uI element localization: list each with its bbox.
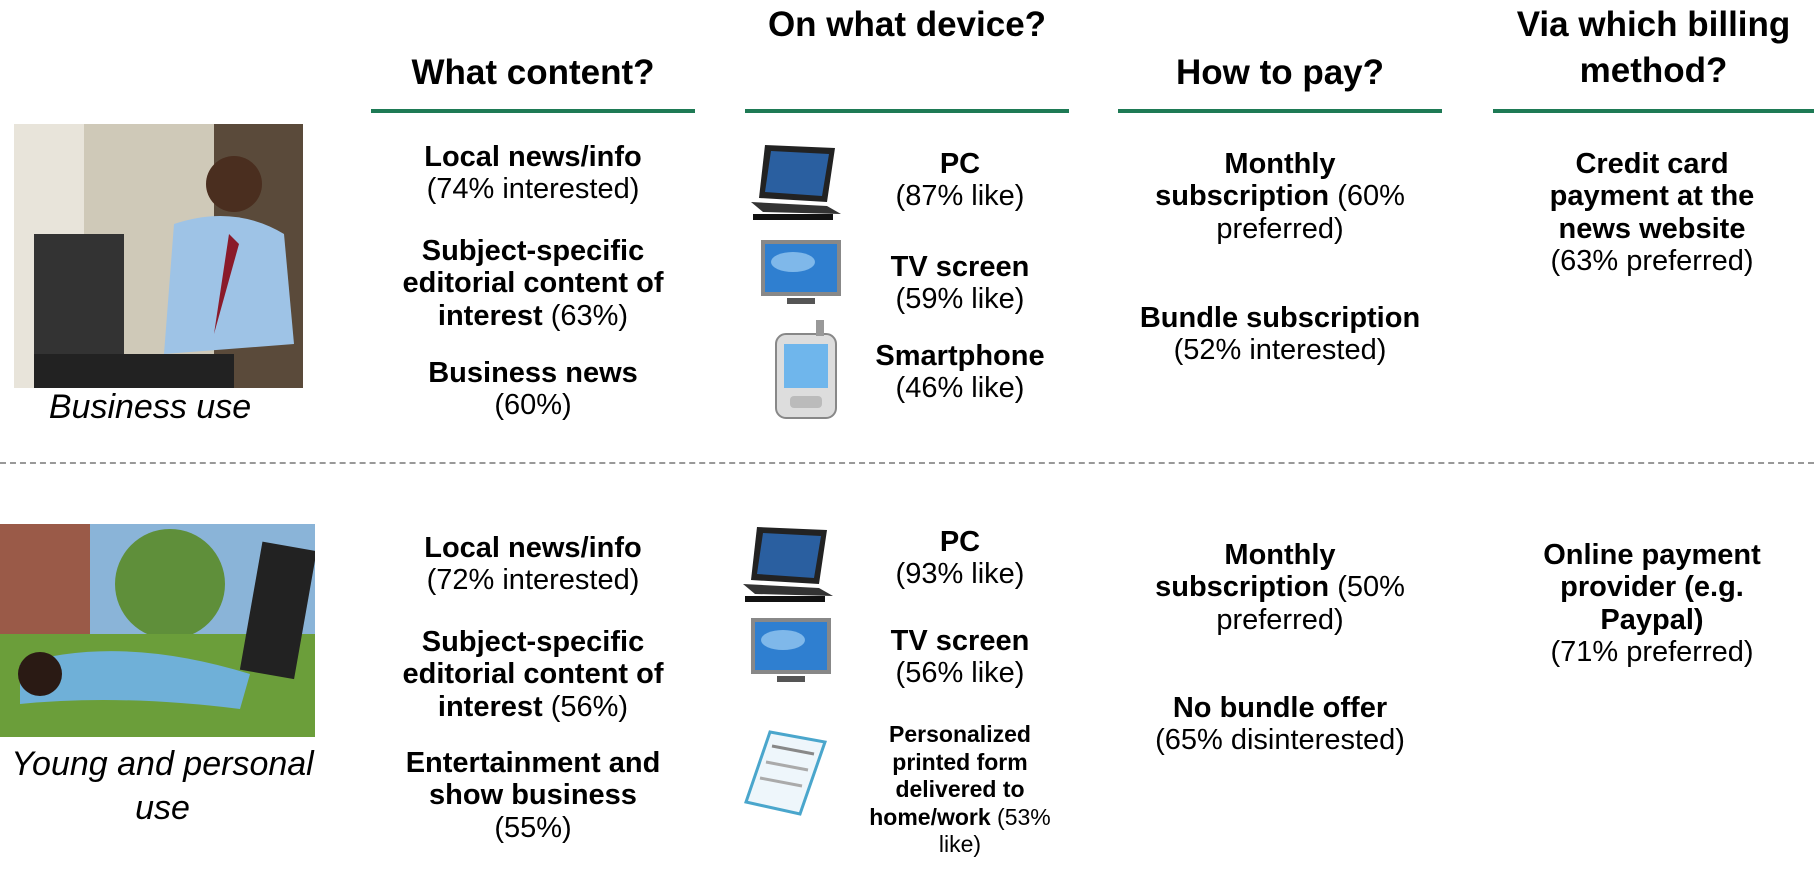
item-title: Subject-specific editorial content of in… (402, 235, 664, 332)
text-item: TV screen (56% like) (850, 625, 1070, 690)
laptop-icon (751, 145, 841, 220)
item-title: PC (939, 148, 981, 180)
item-title: Bundle subscription (1139, 302, 1421, 334)
text-item: PC (93% like) (850, 526, 1070, 591)
item-title: No bundle offer (1172, 692, 1388, 724)
row-label: Business use (48, 388, 252, 426)
young-photo (0, 524, 315, 737)
item-detail: (52% interested) (1173, 334, 1387, 367)
item-detail: (93% like) (895, 558, 1025, 591)
item-detail: (50% preferred) (1216, 571, 1405, 636)
text-item: Entertainment and show business (55%) (383, 747, 683, 844)
tv-icon (761, 240, 841, 304)
item-detail: (60%) (494, 389, 572, 422)
row-divider (0, 462, 1814, 464)
item-title: Subject-specific editorial content of in… (402, 626, 664, 723)
item-title: Local news/info (424, 532, 642, 564)
paper-icon (744, 730, 827, 816)
item-title: Entertainment and show business (405, 747, 661, 812)
item-title: Monthly subscription (1155, 539, 1336, 604)
text-item: No bundle offer (65% disinterested) (1135, 692, 1425, 757)
item-detail: (56%) (550, 690, 629, 723)
item-title: Personalized printed form delivered to h… (869, 721, 1031, 830)
phone-icon (775, 320, 837, 419)
column-header: How to pay? (1175, 53, 1385, 92)
header-rule (1493, 109, 1814, 113)
header-rule (371, 109, 695, 113)
tv-icon (751, 618, 831, 682)
text-item: Subject-specific editorial content of in… (383, 626, 683, 723)
item-title: Local news/info (424, 141, 642, 173)
item-detail: (60% preferred) (1216, 180, 1405, 245)
header-rule (1118, 109, 1442, 113)
item-title: Monthly subscription (1155, 148, 1336, 213)
text-item: Bundle subscription (52% interested) (1135, 302, 1425, 367)
text-item: Personalized printed form delivered to h… (855, 721, 1065, 859)
text-item: Credit card payment at the news website(… (1522, 148, 1782, 278)
item-detail: (74% interested) (426, 173, 640, 206)
row-label: Young and personal use (11, 745, 314, 828)
laptop-icon (743, 527, 833, 602)
text-item: Monthly subscription (50% preferred) (1135, 539, 1425, 636)
business-photo (14, 124, 303, 388)
text-item: Business news (60%) (383, 357, 683, 422)
item-detail: (71% preferred) (1550, 636, 1754, 669)
column-header: On what device? (767, 5, 1047, 44)
text-item: Smartphone (46% like) (850, 340, 1070, 405)
text-item: TV screen (59% like) (850, 251, 1070, 316)
text-item: Monthly subscription (60% preferred) (1135, 148, 1425, 245)
text-item: Local news/info (72% interested) (383, 532, 683, 597)
item-title: TV screen (890, 251, 1030, 283)
text-item: Online payment provider (e.g. Paypal) (71… (1522, 539, 1782, 669)
text-item: PC (87% like) (850, 148, 1070, 213)
item-detail: (72% interested) (426, 564, 640, 597)
text-item: Local news/info (74% interested) (383, 141, 683, 206)
item-title: Business news (428, 357, 638, 389)
item-title: TV screen (890, 625, 1030, 657)
column-header: What content? (411, 53, 655, 92)
item-detail: (63%) (550, 299, 629, 332)
header-rule (745, 109, 1069, 113)
item-detail: (53% like) (938, 803, 1051, 858)
item-detail: (55%) (494, 811, 572, 844)
item-title: Credit card payment at the news website (1549, 148, 1755, 245)
item-detail: (56% like) (895, 657, 1025, 690)
text-item: Subject-specific editorial content of in… (383, 235, 683, 332)
item-detail: (63% preferred) (1550, 245, 1754, 278)
item-detail: (46% like) (895, 372, 1025, 405)
item-detail: (59% like) (895, 283, 1025, 316)
column-header: Via which billing method? (1516, 5, 1791, 90)
item-detail: (87% like) (895, 180, 1025, 213)
item-title: PC (939, 526, 981, 558)
item-title: Online payment provider (e.g. Paypal) (1543, 539, 1761, 636)
item-detail: (65% disinterested) (1155, 724, 1405, 757)
item-title: Smartphone (875, 340, 1045, 372)
